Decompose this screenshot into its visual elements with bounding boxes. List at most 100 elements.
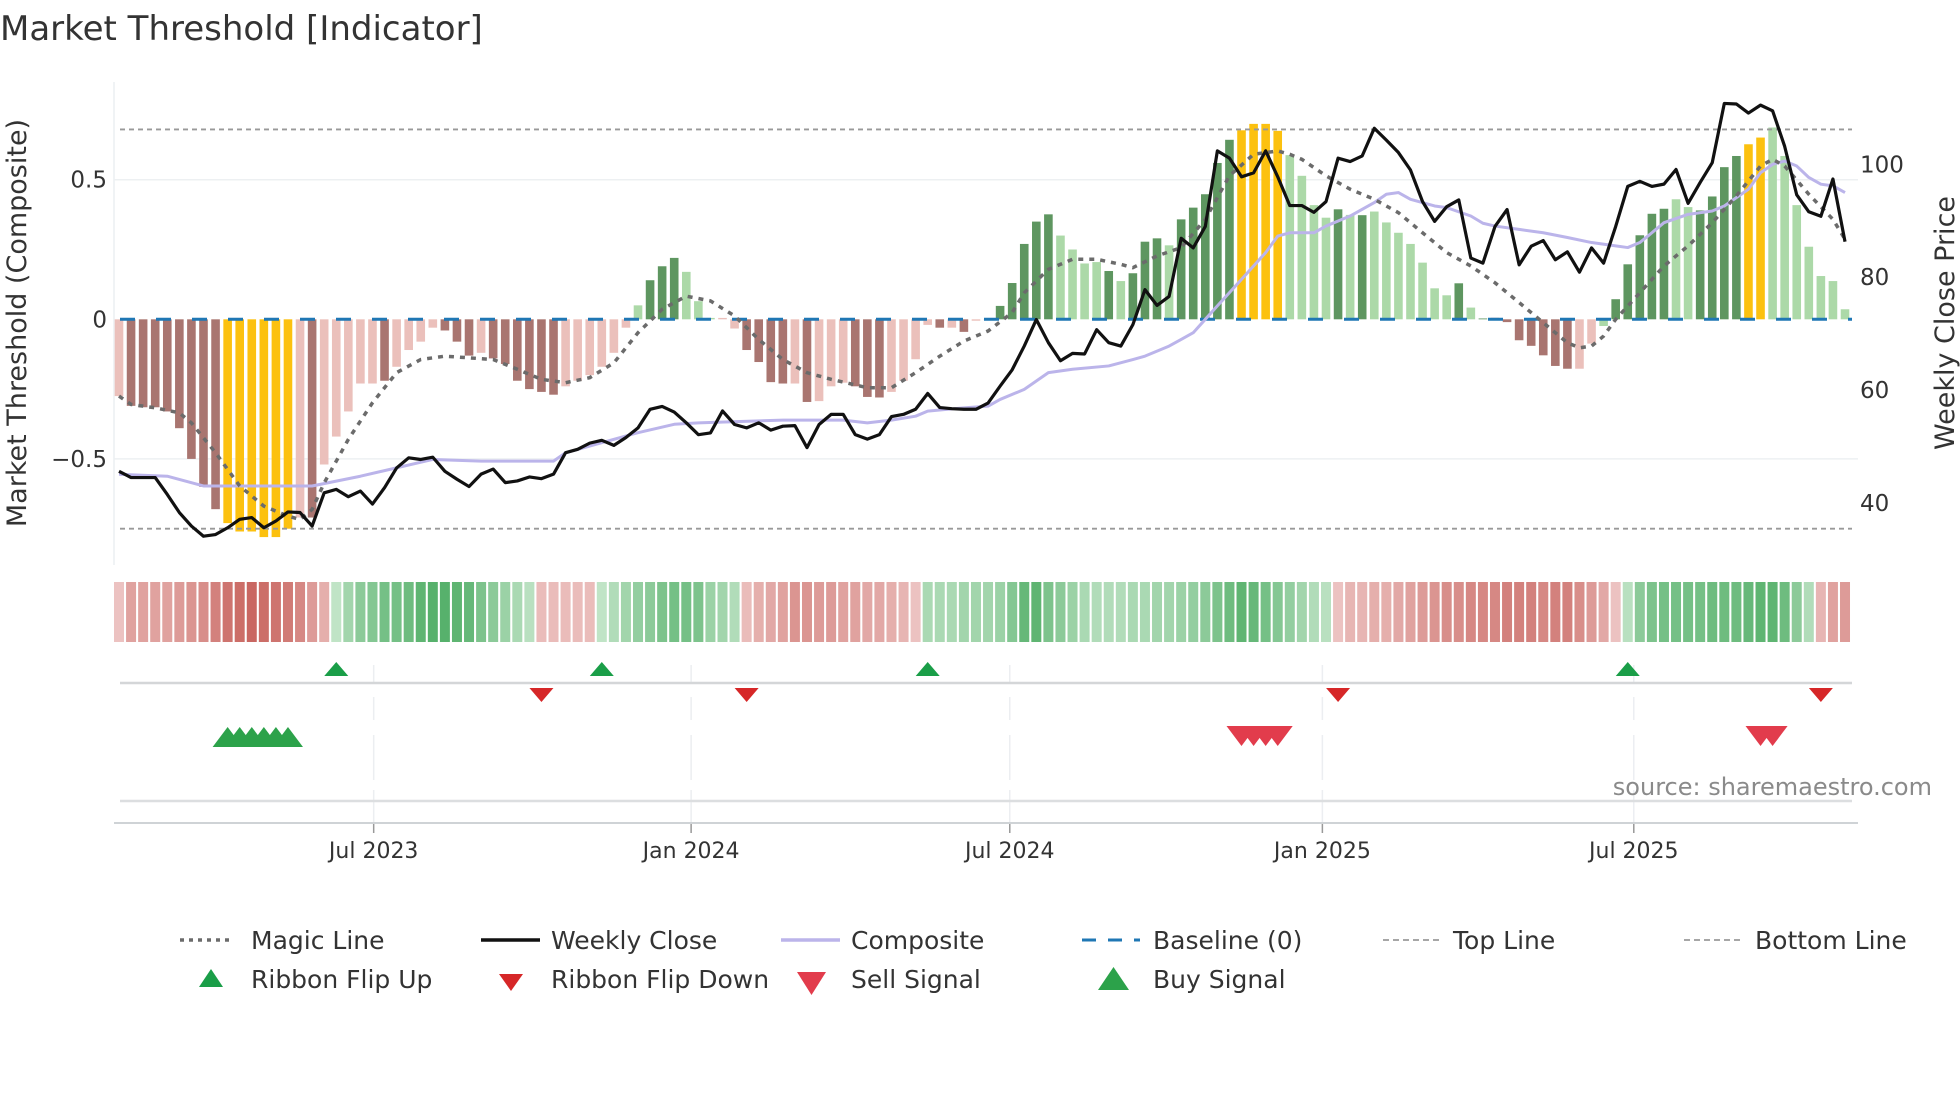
ribbon-cell: [548, 582, 559, 642]
x-tick-label: Jul 2024: [963, 839, 1055, 864]
ribbon-cell: [150, 582, 161, 642]
signal-markers: [120, 662, 1852, 803]
ribbon-cell: [246, 582, 257, 642]
ribbon-cell: [174, 582, 185, 642]
ribbon-cell: [934, 582, 945, 642]
ribbon-cell: [922, 582, 933, 642]
histogram-bar: [1611, 299, 1620, 320]
histogram-bar: [1502, 319, 1512, 323]
ribbon-flip-up-icon: [324, 662, 349, 676]
sell-signal-icon: [1262, 726, 1293, 746]
histogram-bar: [1164, 245, 1174, 320]
ribbon-cell: [114, 582, 124, 642]
histogram-bar: [1768, 127, 1777, 320]
magic-line: [118, 149, 1847, 522]
x-tick-label: Jan 2025: [1272, 839, 1371, 864]
ribbon-cell: [1755, 582, 1766, 642]
histogram-bar: [814, 319, 824, 402]
histogram-bar: [1249, 123, 1258, 320]
histogram-bar: [440, 319, 450, 331]
histogram-bar: [476, 319, 486, 353]
ribbon-cell: [777, 582, 788, 642]
histogram-bar: [1659, 208, 1669, 320]
histogram-bar: [669, 257, 679, 320]
y-tick-label-right: 80: [1860, 265, 1889, 291]
histogram-bar: [887, 319, 896, 392]
histogram-bar: [126, 319, 136, 406]
histogram-bar: [1599, 319, 1608, 327]
ribbon-cell: [1357, 582, 1368, 642]
y-ticks-right: 100 80 60 40: [1860, 152, 1904, 517]
histogram-bar: [1563, 319, 1572, 369]
histogram-bar: [1466, 307, 1476, 320]
ribbon-cell: [1067, 582, 1078, 642]
ribbon-cell: [741, 582, 752, 642]
ribbon-cell: [1091, 582, 1102, 642]
ribbon-cell: [1115, 582, 1126, 642]
legend-label: Composite: [851, 926, 984, 955]
ribbon-cell: [1779, 582, 1790, 642]
ribbon-cell: [1598, 582, 1609, 642]
legend: Magic Line Weekly Close Composite Baseli…: [180, 926, 1907, 995]
histogram-bar: [150, 319, 160, 408]
ribbon-cell: [1707, 582, 1718, 642]
ribbon-cell: [1586, 582, 1597, 642]
histogram-bar: [730, 319, 739, 329]
histogram-bar: [344, 319, 353, 412]
y-axis-label-right: Weekly Close Price: [1930, 196, 1960, 450]
ribbon-cell: [1658, 582, 1669, 642]
histogram-bar: [368, 319, 377, 384]
ribbon-cell: [379, 582, 390, 642]
histogram-bar: [995, 305, 1005, 320]
ribbon-cell: [765, 582, 776, 642]
ribbon-cell: [1562, 582, 1573, 642]
histogram-bar: [199, 319, 208, 487]
ribbon-cell: [536, 582, 547, 642]
ribbon-cell: [1345, 582, 1356, 642]
ribbon-cell: [1719, 582, 1730, 642]
histogram-bar: [1623, 264, 1633, 320]
x-tick-label: Jul 2023: [327, 839, 419, 864]
y-tick-label-right: 40: [1860, 491, 1889, 517]
ribbon-cell: [1284, 582, 1295, 642]
legend-label: Buy Signal: [1153, 965, 1286, 994]
weekly-close-line: [118, 101, 1847, 538]
legend-label: Ribbon Flip Down: [551, 965, 769, 994]
composite-histogram: [114, 123, 1850, 538]
histogram-bar: [1671, 199, 1681, 320]
legend-label: Magic Line: [251, 926, 385, 955]
y-tick-label: −0.5: [51, 447, 107, 473]
ribbon-cell: [705, 582, 716, 642]
ribbon-cell: [729, 582, 740, 642]
histogram-bar: [1237, 130, 1246, 320]
legend-ribbon-flip-down-icon: [499, 974, 523, 991]
ribbon-cell: [439, 582, 450, 642]
ribbon-cell: [1393, 582, 1404, 642]
histogram-bar: [681, 271, 691, 320]
ribbon-cell: [560, 582, 571, 642]
ribbon-cell: [1731, 582, 1742, 642]
ribbon-cell: [1369, 582, 1380, 642]
histogram-bar: [1587, 319, 1596, 344]
ribbon-cell: [1514, 582, 1525, 642]
ribbon-flip-down-icon: [529, 688, 554, 702]
ribbon-cell: [367, 582, 378, 642]
ribbon-cell: [1767, 582, 1778, 642]
histogram-bar: [1092, 262, 1101, 320]
histogram-bar: [621, 319, 631, 328]
histogram-bar: [1732, 155, 1741, 320]
ribbon-cell: [1622, 582, 1633, 642]
y-ticks-left: 0.5 0 −0.5: [51, 168, 107, 473]
histogram-bar: [1780, 155, 1789, 320]
ribbon-cell: [162, 582, 173, 642]
ribbon-cell: [657, 582, 668, 642]
ribbon-cell: [1333, 582, 1344, 642]
ribbon-cell: [633, 582, 644, 642]
histogram-bar: [259, 319, 269, 538]
ribbon-cell: [1683, 582, 1694, 642]
ribbon-cell: [1671, 582, 1682, 642]
ribbon-cell: [355, 582, 366, 642]
ribbon-band: [114, 582, 1851, 642]
histogram-bar: [1442, 295, 1451, 320]
ribbon-cell: [1055, 582, 1066, 642]
